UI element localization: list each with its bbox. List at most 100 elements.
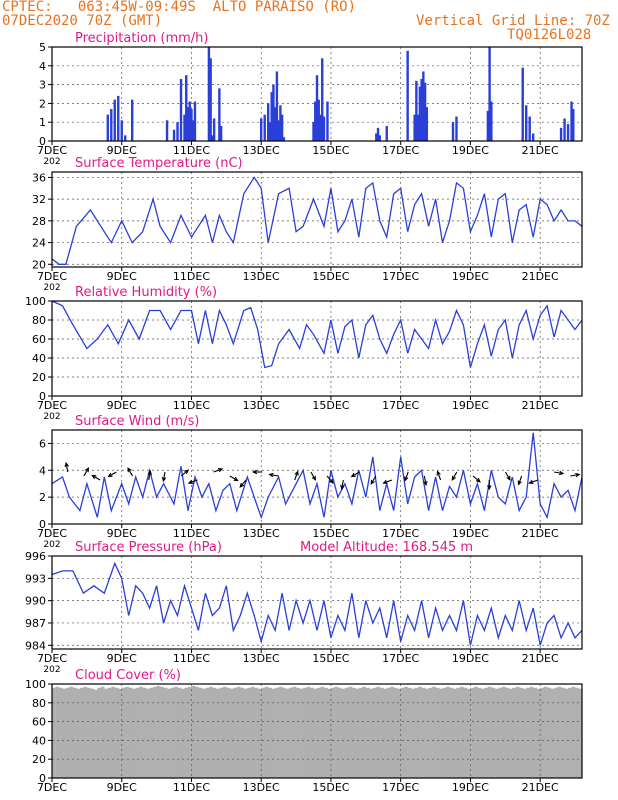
precip-bar bbox=[322, 116, 326, 141]
wind-arrow bbox=[504, 471, 511, 481]
y-tick-label: 60 bbox=[32, 333, 46, 346]
wind-arrow-head bbox=[382, 479, 388, 485]
x-tick-label: 21DEC bbox=[522, 270, 559, 283]
wind-arrow-head bbox=[487, 485, 492, 491]
precip-bar bbox=[321, 58, 324, 141]
cloud-bar bbox=[160, 686, 164, 778]
wind-arrow-head bbox=[84, 467, 90, 473]
precip-bar bbox=[277, 120, 280, 141]
y-tick-label: 993 bbox=[25, 572, 46, 585]
precip-bar bbox=[521, 67, 524, 141]
wind-arrow-head bbox=[161, 476, 167, 483]
precip-bar bbox=[375, 133, 378, 141]
panel1-frame bbox=[51, 46, 583, 142]
precip-bar bbox=[420, 78, 423, 141]
cloud-bar bbox=[421, 687, 426, 778]
precip-bar bbox=[425, 107, 429, 141]
cloud-bar bbox=[177, 687, 182, 778]
cloud-bar bbox=[439, 688, 443, 778]
x-tick-label: 19DEC bbox=[452, 399, 489, 412]
precip-bar bbox=[179, 78, 183, 141]
cloud-bar bbox=[327, 688, 332, 778]
cloud-bar bbox=[571, 686, 576, 778]
wind-arrow bbox=[229, 475, 238, 481]
y-tick-label: 100 bbox=[25, 678, 46, 691]
precip-bar bbox=[451, 122, 455, 141]
cloud-bar bbox=[296, 687, 300, 778]
wind-arrow bbox=[351, 471, 360, 477]
precip-bar bbox=[211, 135, 214, 141]
precip-bar bbox=[192, 120, 195, 141]
precip-bar bbox=[272, 84, 275, 141]
wind-arrow bbox=[554, 471, 564, 475]
cloud-bar bbox=[174, 686, 178, 778]
precip-bar bbox=[415, 80, 418, 141]
x-tick-label: 7DEC bbox=[37, 527, 67, 540]
precip-bar bbox=[385, 125, 388, 141]
wind-arrow-head bbox=[575, 472, 581, 478]
x-tick-label: 21DEC bbox=[522, 399, 559, 412]
precip-bar bbox=[326, 101, 329, 141]
cloud-bar bbox=[519, 687, 524, 778]
cloud-bar bbox=[446, 686, 450, 778]
x-tick-label: 19DEC bbox=[452, 527, 489, 540]
x-tick-label: 15DEC bbox=[312, 527, 349, 540]
cloud-bar bbox=[540, 687, 544, 778]
cloud-bar bbox=[93, 689, 98, 778]
cloud-bar bbox=[425, 688, 429, 778]
cloud-bar bbox=[522, 688, 527, 778]
x-tick-label: 15DEC bbox=[312, 270, 349, 283]
cloud-bar bbox=[515, 686, 520, 778]
precip-bar bbox=[317, 99, 320, 141]
x-tick-label: 17DEC bbox=[382, 399, 419, 412]
y-tick-label: 80 bbox=[32, 697, 46, 710]
cloud-bar bbox=[58, 687, 63, 778]
wind-arrow-head bbox=[475, 477, 481, 483]
cloud-bar bbox=[557, 686, 562, 778]
precip-bar bbox=[572, 109, 575, 141]
cloud-bar bbox=[452, 688, 457, 778]
cloud-bar bbox=[355, 688, 360, 778]
precip-bar bbox=[268, 122, 272, 141]
cloud-bar bbox=[156, 685, 161, 778]
cloud-bar bbox=[254, 687, 259, 778]
x-tick-label: 19DEC bbox=[452, 270, 489, 283]
cloud-bar bbox=[432, 686, 436, 778]
cloud-bar bbox=[184, 687, 189, 778]
precip-bar bbox=[185, 75, 188, 141]
y-tick-label: 984 bbox=[25, 639, 46, 652]
cloud-bar bbox=[243, 688, 248, 778]
precip-bar bbox=[528, 116, 531, 141]
cloud-bar bbox=[215, 688, 220, 778]
panel5-title: Surface Pressure (hPa) bbox=[75, 540, 222, 555]
cloud-bar bbox=[449, 687, 454, 778]
x-tick-label: 13DEC bbox=[243, 270, 280, 283]
wind-arrow bbox=[180, 469, 189, 477]
cloud-bar bbox=[139, 686, 143, 778]
y-tick-label: 36 bbox=[32, 171, 46, 184]
wind-arrow bbox=[529, 479, 539, 484]
cloud-bar bbox=[132, 688, 136, 778]
precip-bar bbox=[270, 92, 273, 141]
x-tick-label: 7DEC bbox=[37, 781, 67, 794]
precip-bar bbox=[455, 116, 458, 141]
wind-arrow-head bbox=[239, 482, 245, 488]
cloud-bar bbox=[491, 687, 496, 778]
cloud-bar bbox=[379, 687, 384, 778]
cloud-bar bbox=[222, 686, 227, 778]
wind-arrow bbox=[472, 475, 481, 483]
x-tick-label: 11DEC bbox=[173, 527, 210, 540]
panel2-frame bbox=[51, 171, 583, 268]
cloud-bar bbox=[100, 686, 105, 778]
cloud-bar bbox=[550, 688, 555, 778]
cloud-bar bbox=[543, 686, 548, 778]
y-tick-label: 987 bbox=[25, 617, 46, 630]
wind-arrow-head bbox=[233, 476, 239, 482]
cloud-bar bbox=[264, 686, 269, 778]
cloud-bar bbox=[83, 686, 88, 778]
precip-bar bbox=[422, 71, 425, 141]
y-tick-label: 100 bbox=[25, 295, 46, 308]
x-tick-label: 9DEC bbox=[107, 652, 137, 665]
precip-bar bbox=[176, 122, 179, 141]
wind-arrow-head bbox=[370, 479, 375, 485]
